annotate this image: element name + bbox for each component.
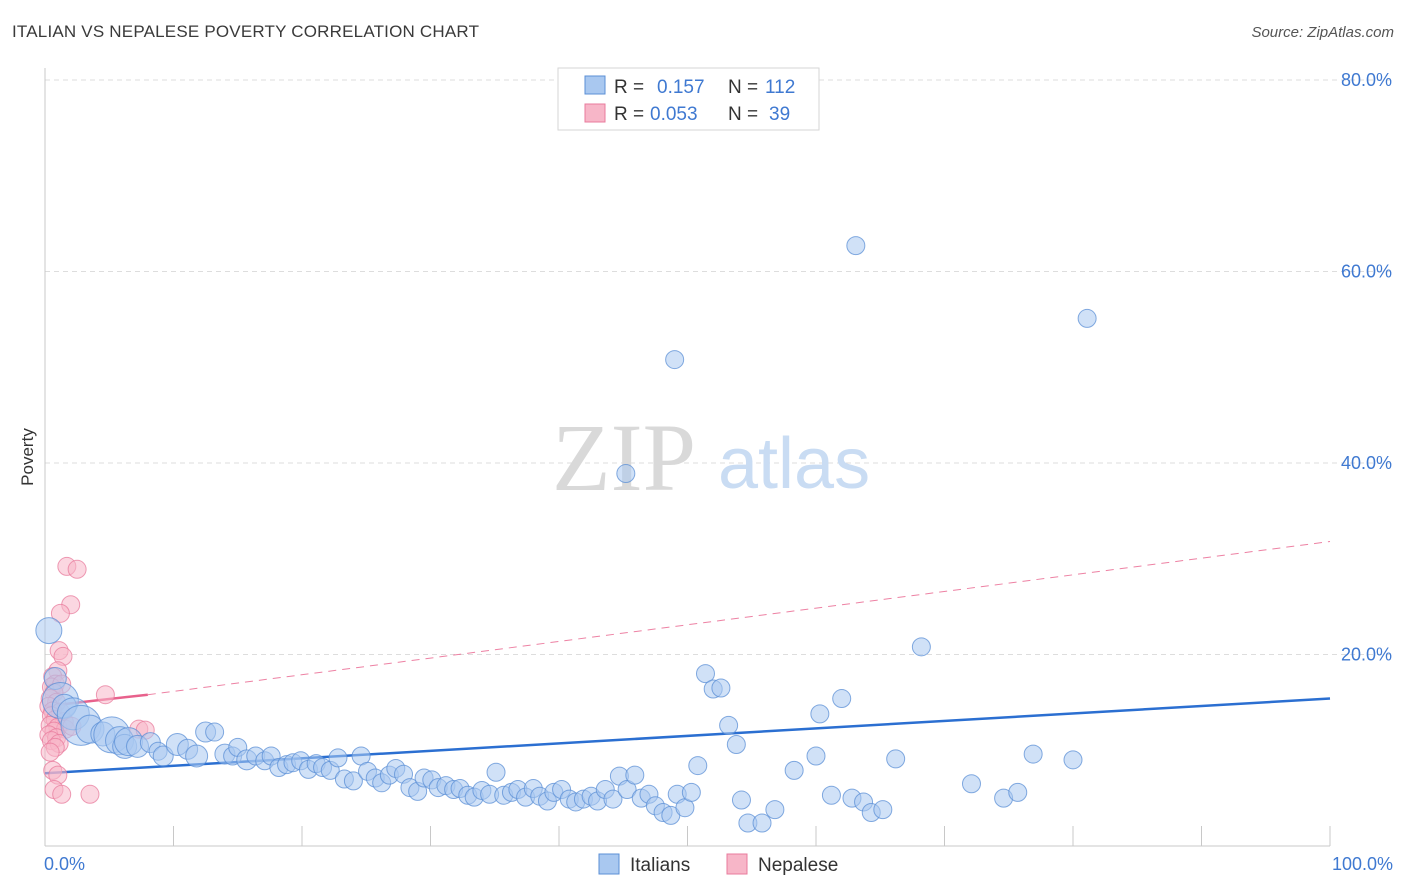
italians-point-115 [1077,308,1097,328]
italians-point-110 [810,704,830,724]
italians-point-98 [821,785,841,805]
italians-point-20 [205,722,225,742]
nepalese-r-label: R = [614,104,644,125]
y-axis-title: Poverty [18,428,37,486]
italians-point-113 [665,350,685,370]
x-tick-label-1: 100.0% [1332,854,1393,874]
nepalese-trend-extension [147,541,1331,696]
italians-point-95 [765,800,785,820]
italians-legend-swatch [584,75,606,95]
italians-point-74 [603,789,623,809]
italians-point-87 [695,664,715,684]
y-tick-label-0: 20.0% [1341,645,1392,665]
italians-series-swatch [598,853,620,875]
italians-r-label: R = [614,77,644,98]
nepalese-point-36 [80,784,100,804]
italians-point-89 [711,678,731,698]
x-tick-label-0: 0.0% [44,854,85,874]
nepalese-series-label: Nepalese [758,855,838,876]
italians-point-77 [625,765,645,785]
nepalese-r-value: 0.053 [650,104,698,125]
nepalese-point-1 [67,559,87,579]
italians-point-114 [846,236,866,256]
nepalese-point-3 [50,603,70,623]
italians-n-label: N = [728,77,758,98]
italians-point-18 [185,744,209,768]
italians-point-0 [35,617,63,645]
y-tick-label-3: 80.0% [1341,70,1392,90]
italians-point-111 [832,689,852,709]
watermark: ZIP atlas [552,404,870,511]
italians-point-105 [961,774,981,794]
italians-point-90 [719,715,739,735]
y-tick-label-1: 40.0% [1341,453,1392,473]
italians-point-107 [1008,782,1028,802]
watermark-zip: ZIP [552,404,696,511]
italians-point-86 [688,756,708,776]
gridlines [45,79,1392,655]
x-tick-labels: 0.0% 100.0% [44,854,1393,874]
nepalese-n-value: 39 [769,104,790,125]
italians-point-96 [784,760,804,780]
italians-point-91 [726,735,746,755]
italians-point-108 [1023,744,1043,764]
italians-point-97 [806,746,826,766]
nepalese-legend-swatch [584,103,606,123]
series-legend: Italians Nepalese [598,853,838,876]
y-tick-label-2: 60.0% [1341,262,1392,282]
watermark-atlas: atlas [718,424,870,504]
italians-r-value: 0.157 [657,77,705,98]
italians-point-102 [873,800,893,820]
nepalese-point-29 [95,685,115,705]
nepalese-series-swatch [726,853,748,875]
italians-point-92 [731,790,751,810]
stats-legend: R = 0.157 N = 112 R = 0.053 N = 39 [557,67,820,131]
italians-n-value: 112 [765,77,795,98]
source-credit: Source: ZipAtlas.com [1251,24,1394,41]
italians-point-38 [343,771,363,791]
italians-points [35,236,1097,833]
italians-point-104 [911,637,931,657]
italians-series-label: Italians [630,855,690,876]
nepalese-point-38 [40,742,60,762]
italians-point-36 [328,748,348,768]
italians-point-112 [616,464,636,484]
italians-point-85 [681,782,701,802]
chart-title: ITALIAN VS NEPALESE POVERTY CORRELATION … [12,22,480,41]
y-tick-labels: 20.0% 40.0% 60.0% 80.0% [1341,70,1392,665]
nepalese-n-label: N = [728,104,758,125]
italians-point-109 [1063,750,1083,770]
italians-point-58 [486,762,506,782]
italians-point-103 [886,749,906,769]
nepalese-point-35 [52,784,72,804]
italians-point-94 [752,813,772,833]
